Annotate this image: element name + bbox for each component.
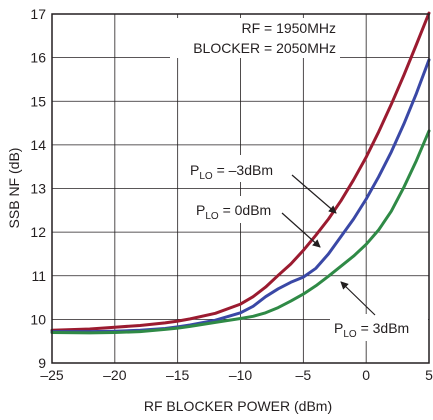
- y-axis-label: SSB NF (dB): [6, 148, 22, 229]
- series-lines: [50, 11, 431, 335]
- y-tick-label: 13: [30, 181, 46, 197]
- x-tick-label: –5: [296, 367, 312, 383]
- x-axis-label: RF BLOCKER POWER (dBm): [144, 398, 332, 414]
- y-tick-label: 14: [30, 137, 46, 153]
- y-tick-label: 11: [31, 268, 46, 284]
- legend-label-series-0: PLO = –3dBm: [190, 162, 273, 182]
- x-tick-label: –20: [103, 367, 127, 383]
- y-tick-label: 17: [30, 6, 46, 22]
- annotation-rf: RF = 1950MHz: [241, 20, 336, 36]
- plot-frame: [51, 13, 430, 364]
- x-tick-label: 0: [362, 367, 370, 383]
- x-tick-label: –15: [166, 367, 190, 383]
- y-tick-label: 15: [30, 93, 46, 109]
- y-tick-label: 12: [30, 224, 46, 240]
- label-bg-series-1: [192, 196, 284, 223]
- y-tick-label: 16: [30, 50, 46, 66]
- series-line-0: [50, 11, 431, 332]
- legend-label-series-2: PLO = 3dBm: [334, 320, 409, 340]
- x-tick-label: 5: [425, 367, 433, 383]
- legend-label-series-1: PLO = 0dBm: [196, 202, 271, 222]
- tick-labels: –25 –20 –15 –10 –5 0 5 9 10 11 12 13 14 15 16 17: [30, 6, 433, 383]
- y-tick-label: 9: [38, 355, 46, 371]
- series-line-2: [50, 129, 431, 335]
- label-bg-series-2: [330, 314, 428, 341]
- label-bg-series-0: [186, 155, 296, 182]
- y-tick-label: 10: [30, 311, 46, 327]
- annotation-blocker: BLOCKER = 2050MHz: [193, 40, 336, 56]
- x-tick-label: –25: [40, 367, 64, 383]
- x-tick-label: –10: [229, 367, 253, 383]
- arrow-series-2: [340, 281, 376, 316]
- arrow-series-0: [291, 174, 337, 214]
- note-background: [170, 18, 340, 58]
- arrow-series-1: [281, 212, 321, 248]
